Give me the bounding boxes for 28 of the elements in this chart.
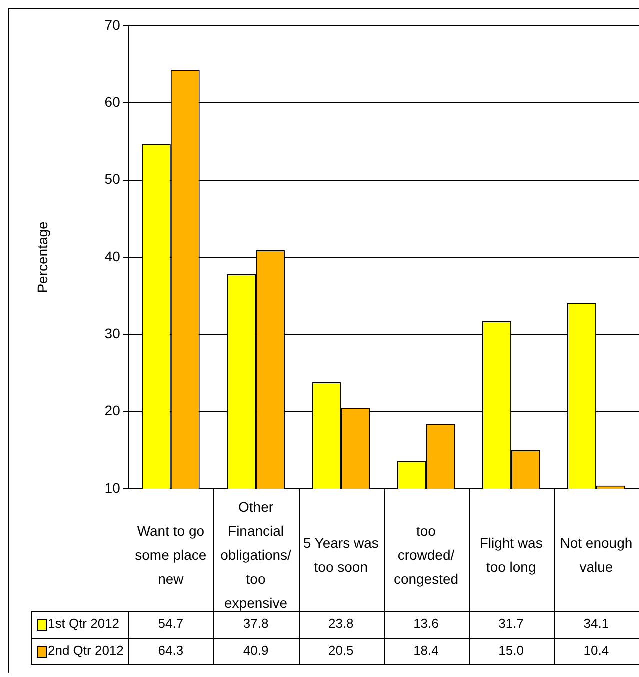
data-label: 37.8 bbox=[243, 616, 269, 632]
y-tick-label: 10 bbox=[104, 480, 121, 496]
y-tick-label: 40 bbox=[104, 248, 121, 264]
data-label: 31.7 bbox=[498, 616, 524, 632]
data-label: 34.1 bbox=[584, 616, 610, 632]
data-label: 64.3 bbox=[158, 643, 184, 658]
data-label: 15.0 bbox=[498, 643, 524, 658]
data-label: 54.7 bbox=[158, 616, 184, 632]
data-label: 20.5 bbox=[328, 643, 354, 658]
legend-label: 1st Qtr 2012 bbox=[48, 616, 120, 632]
data-label: 40.9 bbox=[243, 643, 269, 658]
x-tick-label: 5 Years was too soon bbox=[303, 534, 379, 575]
y-tick-label: 60 bbox=[104, 94, 121, 110]
data-label: 23.8 bbox=[328, 616, 354, 632]
x-tick-label: Not enough value bbox=[560, 534, 633, 575]
x-tick-label: too crowded/ congested bbox=[394, 522, 459, 587]
legend-label: 2nd Qtr 2012 bbox=[48, 643, 124, 658]
y-tick-label: 70 bbox=[104, 16, 121, 33]
y-tick-label: 50 bbox=[104, 171, 121, 188]
x-tick-label: Flight was too long bbox=[480, 534, 543, 575]
data-label: 18.4 bbox=[414, 643, 439, 658]
data-label: 13.6 bbox=[414, 616, 439, 632]
x-tick-label: Want to go some place new bbox=[135, 522, 207, 587]
y-axis-title: Percentage bbox=[34, 221, 50, 294]
x-tick-label: Other Financial obligations/ too expensive bbox=[220, 498, 292, 611]
data-label: 10.4 bbox=[584, 643, 610, 658]
y-tick-label: 20 bbox=[104, 402, 121, 419]
y-tick-label: 30 bbox=[104, 326, 121, 342]
